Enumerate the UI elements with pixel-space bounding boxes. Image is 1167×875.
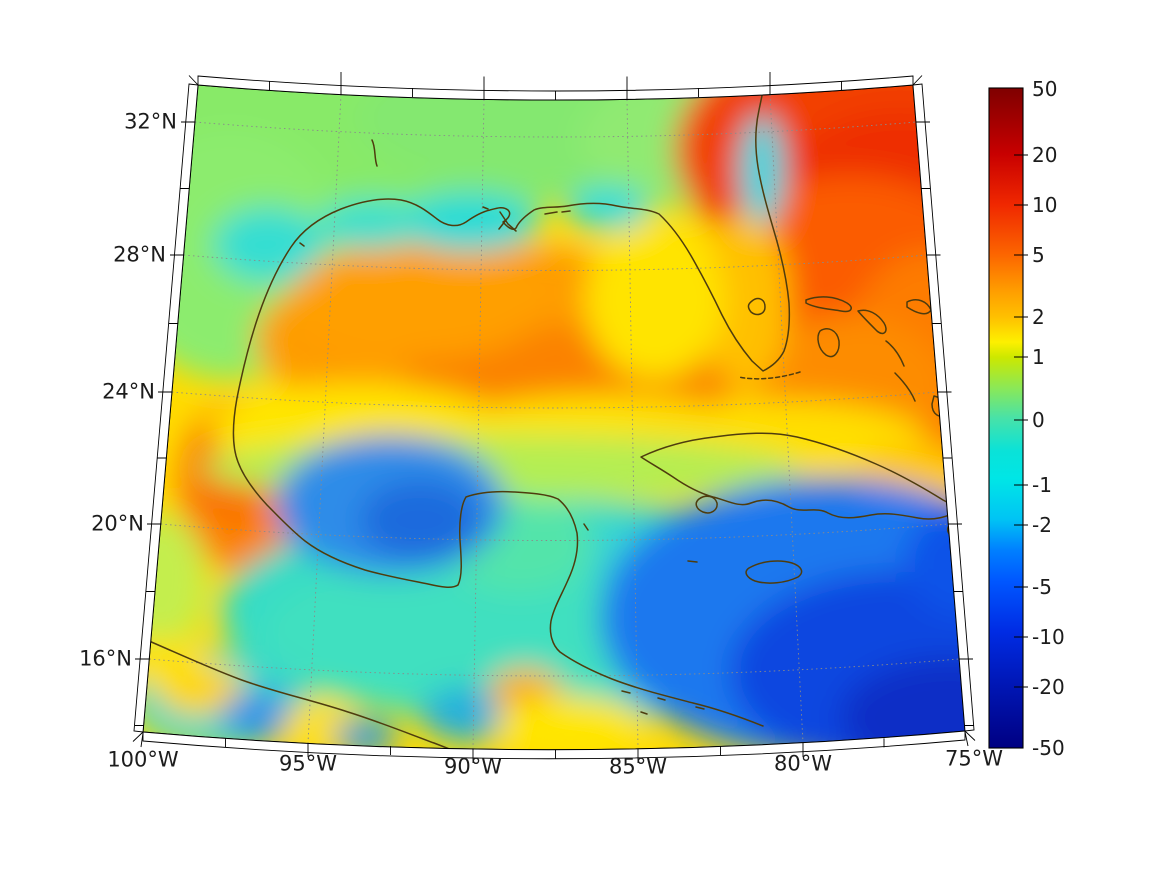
lat-tick-label: 20°N — [91, 511, 144, 536]
colorbar-tick-label: -20 — [1032, 675, 1065, 699]
lat-tick-label: 24°N — [102, 379, 155, 404]
lon-tick-label: 100°W — [107, 747, 179, 772]
colorbar-tick-label: -1 — [1032, 473, 1052, 497]
lat-tick-label: 28°N — [113, 242, 166, 267]
lon-tick-label: 75°W — [945, 746, 1003, 771]
colorbar-tick-label: 10 — [1032, 193, 1058, 217]
lon-tick-label: 80°W — [774, 751, 832, 776]
colorbar-tick-label: 5 — [1032, 243, 1045, 267]
colorbar-tick-label: -10 — [1032, 625, 1065, 649]
lon-tick-label: 95°W — [279, 751, 337, 776]
colorbar-tick-label: -50 — [1032, 736, 1065, 760]
colorbar-tick-label: -5 — [1032, 575, 1052, 599]
lon-tick-label: 85°W — [609, 754, 667, 779]
lat-tick-label: 16°N — [79, 646, 132, 671]
colorbar-ticks — [1014, 154, 1028, 688]
colorbar-tick-label: 50 — [1032, 77, 1058, 101]
colorbar-gradient — [988, 87, 1024, 749]
anomaly-field — [143, 85, 965, 750]
colorbar — [988, 87, 1028, 749]
colorbar-tick-label: 0 — [1032, 408, 1045, 432]
colorbar-tick-label: -2 — [1032, 513, 1052, 537]
lat-tick-label: 32°N — [124, 109, 177, 134]
colorbar-tick-label: 2 — [1032, 305, 1045, 329]
map-frame — [132, 72, 976, 763]
lon-tick-label: 90°W — [444, 754, 502, 779]
colorbar-tick-label: 20 — [1032, 143, 1058, 167]
colorbar-tick-label: 1 — [1032, 345, 1045, 369]
